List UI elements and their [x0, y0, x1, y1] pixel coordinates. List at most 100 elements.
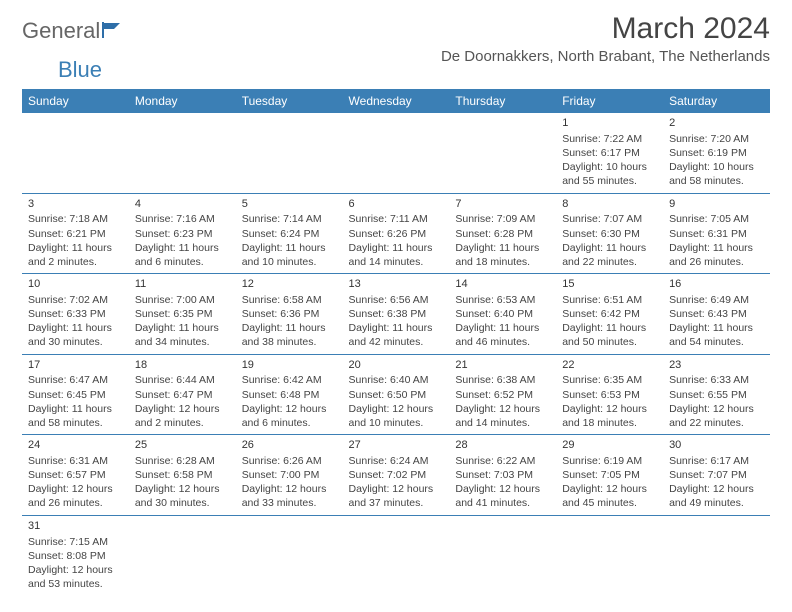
sunrise-line: Sunrise: 6:47 AM	[28, 373, 123, 387]
sunset-line: Sunset: 6:42 PM	[562, 307, 657, 321]
daylight-line: Daylight: 11 hours and 6 minutes.	[135, 241, 230, 269]
day-number: 31	[28, 519, 123, 534]
day-number: 26	[242, 438, 337, 453]
flag-icon	[102, 21, 124, 39]
sunset-line: Sunset: 6:52 PM	[455, 388, 550, 402]
calendar-cell: 30Sunrise: 6:17 AMSunset: 7:07 PMDayligh…	[663, 435, 770, 516]
day-number: 17	[28, 358, 123, 373]
sunset-line: Sunset: 6:33 PM	[28, 307, 123, 321]
brand-blue: Blue	[58, 57, 102, 83]
calendar-cell: 6Sunrise: 7:11 AMSunset: 6:26 PMDaylight…	[343, 193, 450, 274]
day-number: 16	[669, 277, 764, 292]
calendar-cell: 24Sunrise: 6:31 AMSunset: 6:57 PMDayligh…	[22, 435, 129, 516]
daylight-line: Daylight: 12 hours and 45 minutes.	[562, 482, 657, 510]
calendar-cell: 17Sunrise: 6:47 AMSunset: 6:45 PMDayligh…	[22, 354, 129, 435]
day-number: 14	[455, 277, 550, 292]
brand-general: General	[22, 18, 100, 44]
calendar-cell	[22, 113, 129, 193]
sunrise-line: Sunrise: 6:19 AM	[562, 454, 657, 468]
calendar-cell: 5Sunrise: 7:14 AMSunset: 6:24 PMDaylight…	[236, 193, 343, 274]
sunset-line: Sunset: 7:07 PM	[669, 468, 764, 482]
sunrise-line: Sunrise: 6:42 AM	[242, 373, 337, 387]
day-number: 11	[135, 277, 230, 292]
daylight-line: Daylight: 12 hours and 30 minutes.	[135, 482, 230, 510]
sunrise-line: Sunrise: 7:02 AM	[28, 293, 123, 307]
sunrise-line: Sunrise: 6:17 AM	[669, 454, 764, 468]
calendar-cell: 23Sunrise: 6:33 AMSunset: 6:55 PMDayligh…	[663, 354, 770, 435]
day-number: 9	[669, 197, 764, 212]
daylight-line: Daylight: 11 hours and 2 minutes.	[28, 241, 123, 269]
day-number: 19	[242, 358, 337, 373]
sunrise-line: Sunrise: 6:58 AM	[242, 293, 337, 307]
daylight-line: Daylight: 11 hours and 42 minutes.	[349, 321, 444, 349]
sunset-line: Sunset: 6:23 PM	[135, 227, 230, 241]
sunrise-line: Sunrise: 6:40 AM	[349, 373, 444, 387]
day-number: 23	[669, 358, 764, 373]
sunset-line: Sunset: 6:55 PM	[669, 388, 764, 402]
calendar-cell: 20Sunrise: 6:40 AMSunset: 6:50 PMDayligh…	[343, 354, 450, 435]
day-number: 4	[135, 197, 230, 212]
sunrise-line: Sunrise: 6:31 AM	[28, 454, 123, 468]
dayname-header: Monday	[129, 89, 236, 113]
daylight-line: Daylight: 12 hours and 26 minutes.	[28, 482, 123, 510]
daylight-line: Daylight: 11 hours and 18 minutes.	[455, 241, 550, 269]
daylight-line: Daylight: 12 hours and 18 minutes.	[562, 402, 657, 430]
sunrise-line: Sunrise: 6:38 AM	[455, 373, 550, 387]
day-number: 30	[669, 438, 764, 453]
sunrise-line: Sunrise: 6:24 AM	[349, 454, 444, 468]
daylight-line: Daylight: 11 hours and 10 minutes.	[242, 241, 337, 269]
daylight-line: Daylight: 12 hours and 22 minutes.	[669, 402, 764, 430]
sunset-line: Sunset: 8:08 PM	[28, 549, 123, 563]
sunset-line: Sunset: 7:02 PM	[349, 468, 444, 482]
sunrise-line: Sunrise: 7:16 AM	[135, 212, 230, 226]
calendar-cell: 18Sunrise: 6:44 AMSunset: 6:47 PMDayligh…	[129, 354, 236, 435]
daylight-line: Daylight: 11 hours and 26 minutes.	[669, 241, 764, 269]
sunrise-line: Sunrise: 7:22 AM	[562, 132, 657, 146]
daylight-line: Daylight: 12 hours and 41 minutes.	[455, 482, 550, 510]
sunset-line: Sunset: 7:03 PM	[455, 468, 550, 482]
sunset-line: Sunset: 6:38 PM	[349, 307, 444, 321]
day-number: 28	[455, 438, 550, 453]
day-number: 25	[135, 438, 230, 453]
calendar-cell	[343, 113, 450, 193]
daylight-line: Daylight: 12 hours and 49 minutes.	[669, 482, 764, 510]
daylight-line: Daylight: 11 hours and 30 minutes.	[28, 321, 123, 349]
calendar-cell	[556, 515, 663, 595]
sunrise-line: Sunrise: 7:11 AM	[349, 212, 444, 226]
calendar-cell: 14Sunrise: 6:53 AMSunset: 6:40 PMDayligh…	[449, 274, 556, 355]
day-number: 1	[562, 116, 657, 131]
daylight-line: Daylight: 11 hours and 54 minutes.	[669, 321, 764, 349]
day-number: 21	[455, 358, 550, 373]
calendar-cell: 19Sunrise: 6:42 AMSunset: 6:48 PMDayligh…	[236, 354, 343, 435]
sunrise-line: Sunrise: 7:05 AM	[669, 212, 764, 226]
day-number: 5	[242, 197, 337, 212]
daylight-line: Daylight: 11 hours and 22 minutes.	[562, 241, 657, 269]
sunrise-line: Sunrise: 6:22 AM	[455, 454, 550, 468]
daylight-line: Daylight: 12 hours and 2 minutes.	[135, 402, 230, 430]
sunrise-line: Sunrise: 6:53 AM	[455, 293, 550, 307]
sunrise-line: Sunrise: 6:28 AM	[135, 454, 230, 468]
calendar-cell: 4Sunrise: 7:16 AMSunset: 6:23 PMDaylight…	[129, 193, 236, 274]
calendar-cell: 3Sunrise: 7:18 AMSunset: 6:21 PMDaylight…	[22, 193, 129, 274]
sunrise-line: Sunrise: 6:44 AM	[135, 373, 230, 387]
daylight-line: Daylight: 11 hours and 46 minutes.	[455, 321, 550, 349]
sunset-line: Sunset: 6:57 PM	[28, 468, 123, 482]
calendar-cell: 25Sunrise: 6:28 AMSunset: 6:58 PMDayligh…	[129, 435, 236, 516]
dayname-header: Sunday	[22, 89, 129, 113]
sunset-line: Sunset: 6:58 PM	[135, 468, 230, 482]
calendar-cell: 9Sunrise: 7:05 AMSunset: 6:31 PMDaylight…	[663, 193, 770, 274]
sunrise-line: Sunrise: 6:35 AM	[562, 373, 657, 387]
day-number: 15	[562, 277, 657, 292]
day-number: 12	[242, 277, 337, 292]
calendar-cell: 2Sunrise: 7:20 AMSunset: 6:19 PMDaylight…	[663, 113, 770, 193]
calendar-cell	[449, 515, 556, 595]
sunset-line: Sunset: 6:19 PM	[669, 146, 764, 160]
calendar-cell: 31Sunrise: 7:15 AMSunset: 8:08 PMDayligh…	[22, 515, 129, 595]
daylight-line: Daylight: 11 hours and 50 minutes.	[562, 321, 657, 349]
day-number: 13	[349, 277, 444, 292]
calendar-cell	[449, 113, 556, 193]
calendar-cell	[343, 515, 450, 595]
daylight-line: Daylight: 12 hours and 6 minutes.	[242, 402, 337, 430]
calendar-cell: 28Sunrise: 6:22 AMSunset: 7:03 PMDayligh…	[449, 435, 556, 516]
sunset-line: Sunset: 6:30 PM	[562, 227, 657, 241]
